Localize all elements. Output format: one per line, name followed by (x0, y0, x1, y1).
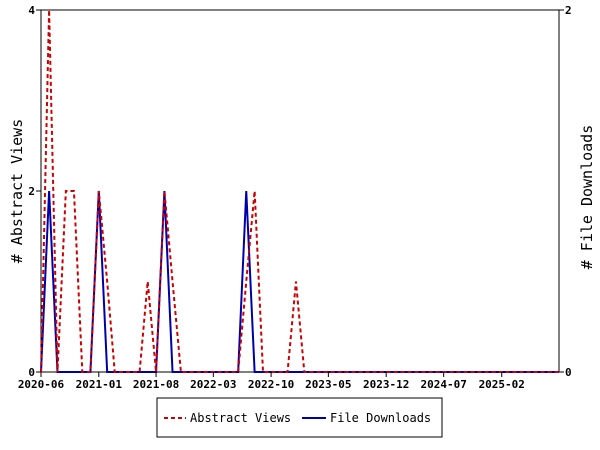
y-left-tick-label: 2 (28, 185, 35, 198)
x-tick-label: 2023-12 (363, 378, 409, 391)
legend-box (156, 397, 443, 438)
y-right-tick-label: 0 (565, 366, 572, 379)
series-line-file-downloads (40, 190, 559, 373)
y-left-tick-label: 0 (28, 366, 35, 379)
x-tick-label: 2025-02 (479, 378, 525, 391)
x-tick-label: 2020-06 (18, 378, 65, 391)
y-left-tick-label: 4 (28, 4, 35, 17)
y-right-tick-label: 2 (565, 4, 572, 17)
x-tick-label: 2022-10 (248, 378, 294, 391)
legend-label-file-downloads: File Downloads (330, 411, 431, 425)
axis-layer: 2020-06 2021-01 2021-08 2022-03 2022-10 2023-… (18, 4, 572, 391)
x-tick-label: 2023-05 (305, 378, 351, 391)
y-left-axis-title: # Abstract Views (8, 119, 26, 264)
series-line-abstract-views (40, 9, 559, 373)
legend: Abstract Views File Downloads (156, 397, 443, 438)
legend-label-abstract-views: Abstract Views (190, 411, 291, 425)
x-tick-label: 2021-08 (133, 378, 179, 391)
x-tick-label: 2022-03 (190, 378, 236, 391)
y-right-axis-title: # File Downloads (578, 125, 596, 270)
x-tick-label: 2021-01 (76, 378, 123, 391)
series-layer (40, 9, 559, 373)
x-tick-label: 2024-07 (420, 378, 466, 391)
